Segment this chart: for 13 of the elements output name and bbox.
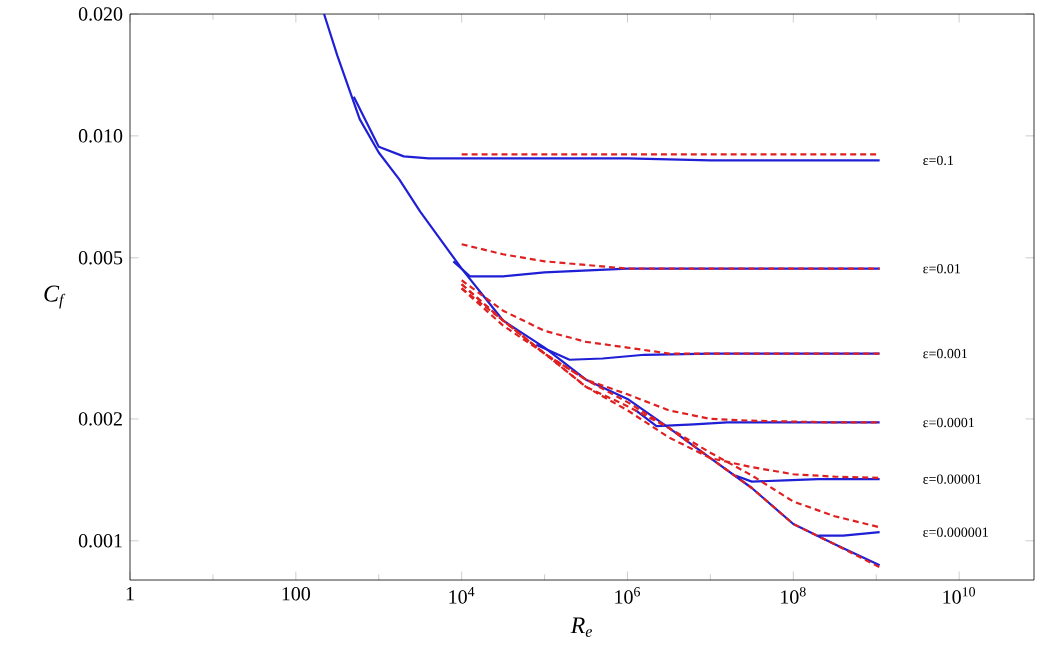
x-tick-label: 10$^{8}$ xyxy=(781,587,806,604)
x-tick-label: 10$^{6}$ xyxy=(615,587,641,604)
x-tick-label: 10$^{4}$ xyxy=(449,587,475,604)
y-axis-title: C$_{f}$ xyxy=(44,285,66,309)
y-tick-label: 0.010 xyxy=(78,129,123,143)
y-tick-label: 0.001 xyxy=(78,534,122,548)
x-axis-title: R$_{e}$ xyxy=(570,617,592,637)
x-tick-label: 1 xyxy=(126,587,134,601)
y-tick-label: 0.005 xyxy=(78,251,123,265)
x-tick-label: 100 xyxy=(282,587,311,601)
y-tick-label: 0.020 xyxy=(78,7,123,21)
x-tick-label: 10$^{10}$ xyxy=(943,587,976,604)
y-tick-label: 0.002 xyxy=(78,412,122,426)
